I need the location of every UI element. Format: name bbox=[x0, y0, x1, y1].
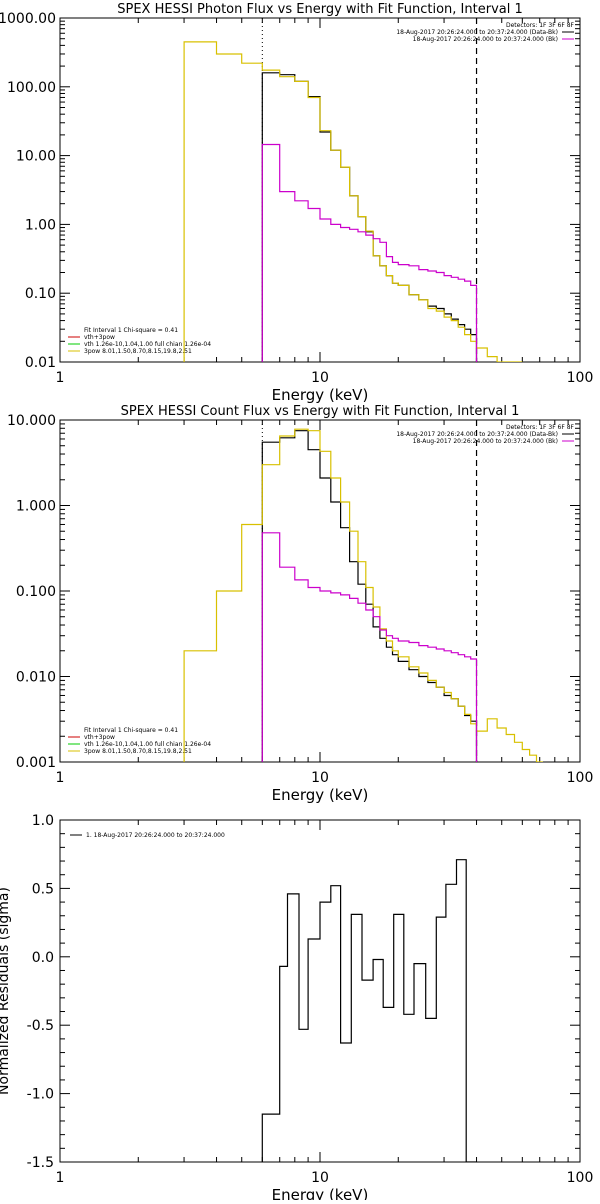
series-bk bbox=[261, 532, 478, 762]
chart-title: SPEX HESSI Count Flux vs Energy with Fit… bbox=[121, 404, 520, 419]
legend-bottom-left-item: 3pow 8.01,1.50,8.70,8.15,19.8,2.51 bbox=[84, 348, 192, 355]
y-tick-label: 1.0 bbox=[32, 813, 54, 829]
y-tick-label: 0.100 bbox=[16, 584, 56, 600]
x-tick-label: 100 bbox=[567, 770, 594, 786]
y-tick-label: 100.00 bbox=[7, 80, 56, 96]
legend-top-right-item: 18-Aug-2017 20:26:24.000 to 20:37:24.000… bbox=[413, 438, 558, 445]
x-tick-label: 1 bbox=[56, 1170, 65, 1186]
x-tick-label: 100 bbox=[567, 1170, 594, 1186]
y-tick-label: 0.010 bbox=[16, 670, 56, 686]
x-axis-label: Energy (keV) bbox=[272, 386, 369, 404]
series-3pow bbox=[183, 41, 523, 362]
x-tick-label: 10 bbox=[311, 1170, 329, 1186]
x-axis-label: Energy (keV) bbox=[272, 786, 369, 804]
legend-bottom-left-item: vth+3pow bbox=[84, 334, 115, 341]
y-tick-label: 1.000 bbox=[16, 499, 56, 515]
chart-panel-3: 1 10 100 Energy (keV) -1.5 -1.0 -0.5 0.0 0.5 1.0 N… bbox=[0, 813, 594, 1204]
y-tick-label: 0.01 bbox=[25, 355, 56, 371]
legend-top-right-item: 18-Aug-2017 20:26:24.000 to 20:37:24.000… bbox=[396, 431, 558, 438]
y-tick-label: -1.0 bbox=[27, 1087, 54, 1103]
x-tick-label: 1 bbox=[56, 370, 65, 386]
legend-top-right-item: 18-Aug-2017 20:26:24.000 to 20:37:24.000… bbox=[413, 36, 558, 43]
series-3pow bbox=[183, 428, 543, 762]
y-axis-label: Normalized Residuals (sigma) bbox=[0, 887, 12, 1095]
y-tick-label: 0.10 bbox=[25, 286, 56, 302]
x-tick-label: 10 bbox=[311, 770, 329, 786]
legend-bottom-left-item: vth 1.26e-10,1.04,1.00 full chian 1.26e-… bbox=[84, 741, 211, 748]
legend-top-right-item: Detectors: 1F 3F 6F 8F bbox=[506, 22, 575, 29]
legend-bottom-left-item: 3pow 8.01,1.50,8.70,8.15,19.8,2.51 bbox=[84, 748, 192, 755]
y-tick-label: 10.00 bbox=[16, 149, 56, 165]
plot-frame bbox=[59, 819, 581, 1163]
y-tick-label: 0.5 bbox=[32, 881, 54, 897]
y-tick-label: 0.001 bbox=[16, 755, 56, 771]
chart-title: SPEX HESSI Photon Flux vs Energy with Fi… bbox=[117, 2, 523, 17]
y-tick-label: 1000.00 bbox=[0, 11, 56, 27]
series-residuals bbox=[261, 859, 477, 1162]
legend-top-left-item: 1. 18-Aug-2017 20:26:24.000 to 20:37:24.… bbox=[86, 832, 225, 839]
legend-top-right-item: Detectors: 1F 3F 6F 8F bbox=[506, 424, 575, 431]
chart-panel-1: 1 10 100 Energy (keV) 0.01 0.10 1.00 10.00 100.0… bbox=[0, 2, 593, 404]
series-data_total bbox=[261, 430, 478, 762]
legend-bottom-left-item: Fit Interval 1 Chi-square = 0.41 bbox=[84, 327, 178, 334]
series-bk bbox=[261, 143, 478, 362]
x-axis-label: Energy (keV) bbox=[272, 1186, 369, 1200]
x-tick-label: 1 bbox=[56, 770, 65, 786]
legend-bottom-left-item: Fit Interval 1 Chi-square = 0.41 bbox=[84, 727, 178, 734]
y-tick-label: 0.0 bbox=[32, 950, 54, 966]
y-tick-label: 10.000 bbox=[7, 413, 56, 429]
x-tick-label: 100 bbox=[567, 370, 594, 386]
chart-panel-2: 1 10 100 Energy (keV) 0.001 0.010 0.100 1.000 10… bbox=[7, 404, 593, 804]
y-tick-label: -1.5 bbox=[27, 1155, 54, 1171]
legend-bottom-left-item: vth+3pow bbox=[84, 734, 115, 741]
plot-frame bbox=[59, 17, 581, 363]
legend-bottom-left-item: vth 1.26e-10,1.04,1.00 full chian 1.26e-… bbox=[84, 341, 211, 348]
legend-top-right-item: 18-Aug-2017 20:26:24.000 to 20:37:24.000… bbox=[396, 29, 558, 36]
x-tick-label: 10 bbox=[311, 370, 329, 386]
y-tick-label: 1.00 bbox=[25, 217, 56, 233]
series-data_total bbox=[261, 72, 478, 362]
y-tick-label: -0.5 bbox=[27, 1018, 54, 1034]
